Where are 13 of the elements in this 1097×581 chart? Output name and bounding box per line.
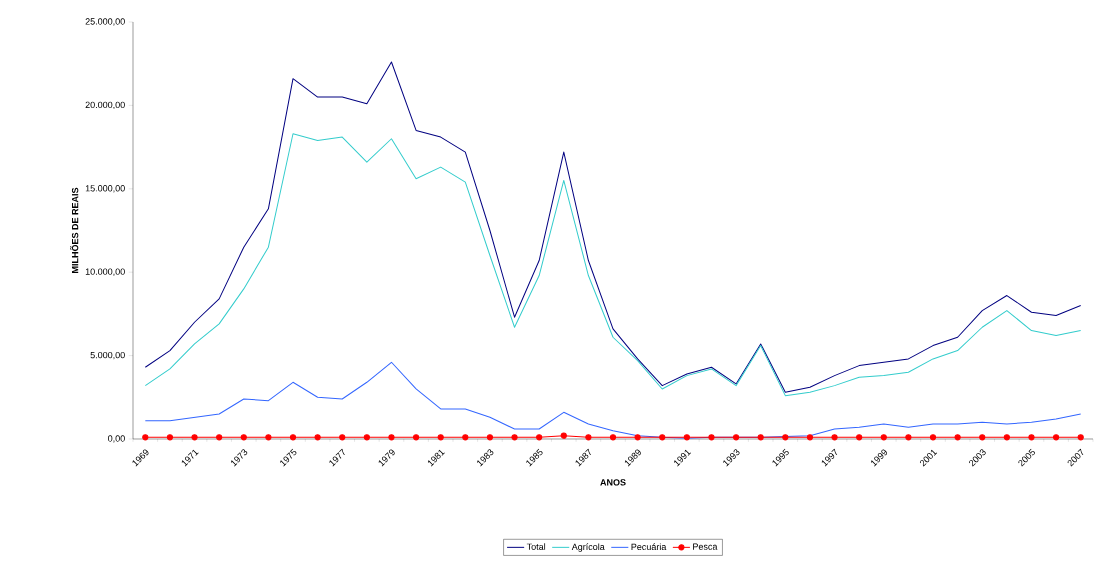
y-tick-label: 10.000,00 <box>85 268 125 276</box>
y-axis-title: MILHÕES DE REAIS <box>70 187 79 273</box>
y-tick-label: 20.000,00 <box>85 101 125 110</box>
y-tick-label: 5.000,00 <box>90 351 125 360</box>
legend-label: Total <box>526 543 546 550</box>
legend-label: Pesca <box>693 543 718 550</box>
y-tick-label: 25.000,00 <box>85 18 125 26</box>
legend-label: Pecuária <box>631 543 667 550</box>
x-axis-title: ANOS <box>600 479 626 486</box>
y-tick-label: 15.000,00 <box>85 185 125 193</box>
y-tick-label: 0,00 <box>108 435 125 443</box>
line-series <box>144 133 1082 397</box>
legend-label: Agrícola <box>571 543 605 552</box>
